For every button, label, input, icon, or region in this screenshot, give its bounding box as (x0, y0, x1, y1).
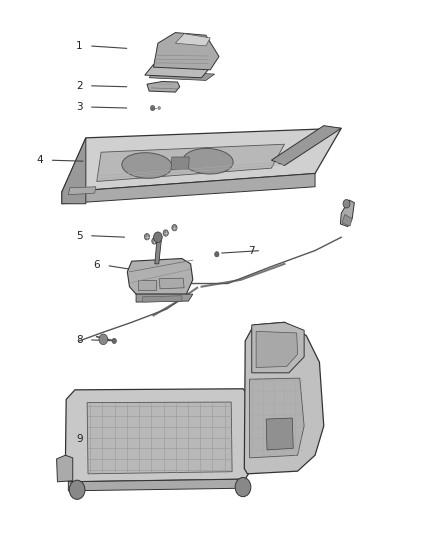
Circle shape (153, 232, 162, 243)
Polygon shape (272, 126, 341, 165)
Polygon shape (136, 294, 193, 302)
Polygon shape (171, 157, 189, 169)
Text: 1: 1 (76, 41, 83, 51)
Circle shape (158, 107, 160, 110)
Text: 6: 6 (93, 261, 100, 270)
Polygon shape (62, 138, 86, 204)
Polygon shape (65, 389, 252, 482)
Polygon shape (340, 200, 354, 227)
Polygon shape (68, 187, 96, 195)
Polygon shape (342, 214, 352, 226)
Text: 5: 5 (76, 231, 83, 241)
Ellipse shape (122, 152, 172, 179)
Polygon shape (143, 296, 182, 302)
Polygon shape (256, 332, 297, 368)
Polygon shape (138, 280, 155, 290)
Text: 3: 3 (76, 102, 83, 112)
Polygon shape (147, 82, 180, 92)
Text: 9: 9 (76, 434, 83, 445)
Circle shape (215, 252, 219, 257)
Polygon shape (145, 64, 210, 78)
Circle shape (172, 224, 177, 231)
Polygon shape (153, 33, 219, 70)
Ellipse shape (183, 149, 233, 174)
Polygon shape (252, 322, 304, 373)
Polygon shape (87, 402, 232, 474)
Circle shape (343, 199, 350, 208)
Polygon shape (62, 173, 315, 204)
Circle shape (163, 230, 168, 236)
Text: 8: 8 (76, 335, 83, 345)
Text: 7: 7 (248, 246, 255, 255)
Circle shape (99, 334, 108, 345)
Polygon shape (97, 144, 285, 181)
Polygon shape (62, 128, 341, 192)
Polygon shape (244, 322, 324, 474)
Polygon shape (159, 278, 184, 289)
Circle shape (112, 338, 117, 344)
Text: 4: 4 (37, 155, 43, 165)
Circle shape (235, 478, 251, 497)
Polygon shape (127, 259, 193, 294)
Text: 2: 2 (76, 81, 83, 91)
Circle shape (69, 480, 85, 499)
Circle shape (152, 238, 157, 244)
Polygon shape (266, 418, 293, 450)
Polygon shape (175, 34, 210, 46)
Polygon shape (250, 378, 304, 458)
Polygon shape (149, 71, 215, 80)
Circle shape (150, 106, 155, 111)
Polygon shape (57, 455, 73, 482)
Polygon shape (68, 479, 245, 491)
Polygon shape (155, 239, 161, 264)
Circle shape (145, 233, 150, 240)
